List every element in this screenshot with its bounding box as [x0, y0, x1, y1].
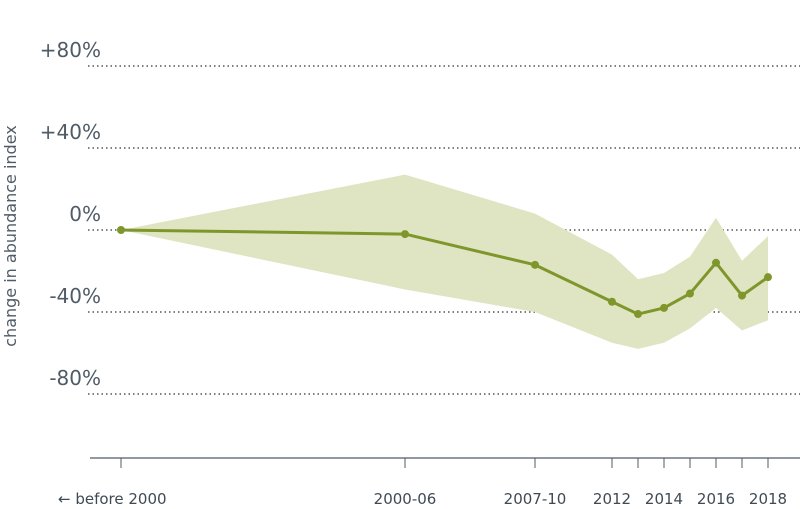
data-point — [531, 260, 539, 269]
y-tick-label: +80% — [40, 38, 101, 62]
y-tick-label: -80% — [49, 366, 101, 390]
data-points — [117, 226, 772, 319]
y-tick-label: -40% — [49, 284, 101, 308]
data-point — [686, 289, 694, 298]
y-tick-label: +40% — [40, 120, 101, 144]
x-tick-label: 2014 — [645, 490, 683, 508]
series-line — [120, 228, 769, 316]
data-point — [401, 230, 409, 239]
y-axis-tick-labels: +80% +40% 0% -40% -80% — [40, 38, 101, 390]
data-point — [117, 226, 125, 234]
data-point — [634, 310, 642, 319]
y-axis-title: change in abundance index — [1, 125, 20, 346]
x-tick-label: 2018 — [749, 490, 787, 508]
y-tick-label: 0% — [69, 202, 101, 226]
data-point — [660, 303, 668, 312]
x-tick-label: ← before 2000 — [58, 490, 167, 508]
confidence-band — [121, 174, 768, 349]
x-tick-label: 2016 — [697, 490, 735, 508]
data-point — [764, 273, 772, 282]
data-point — [608, 297, 616, 306]
x-tick-label: 2007-10 — [504, 490, 567, 508]
data-point — [738, 291, 746, 300]
x-tick-label: 2000-06 — [374, 490, 437, 508]
x-axis-ticks: ← before 2000 2000-06 2007-10 2012 2014 2016 2… — [58, 458, 787, 508]
data-point — [712, 258, 720, 267]
x-tick-label: 2012 — [593, 490, 631, 508]
